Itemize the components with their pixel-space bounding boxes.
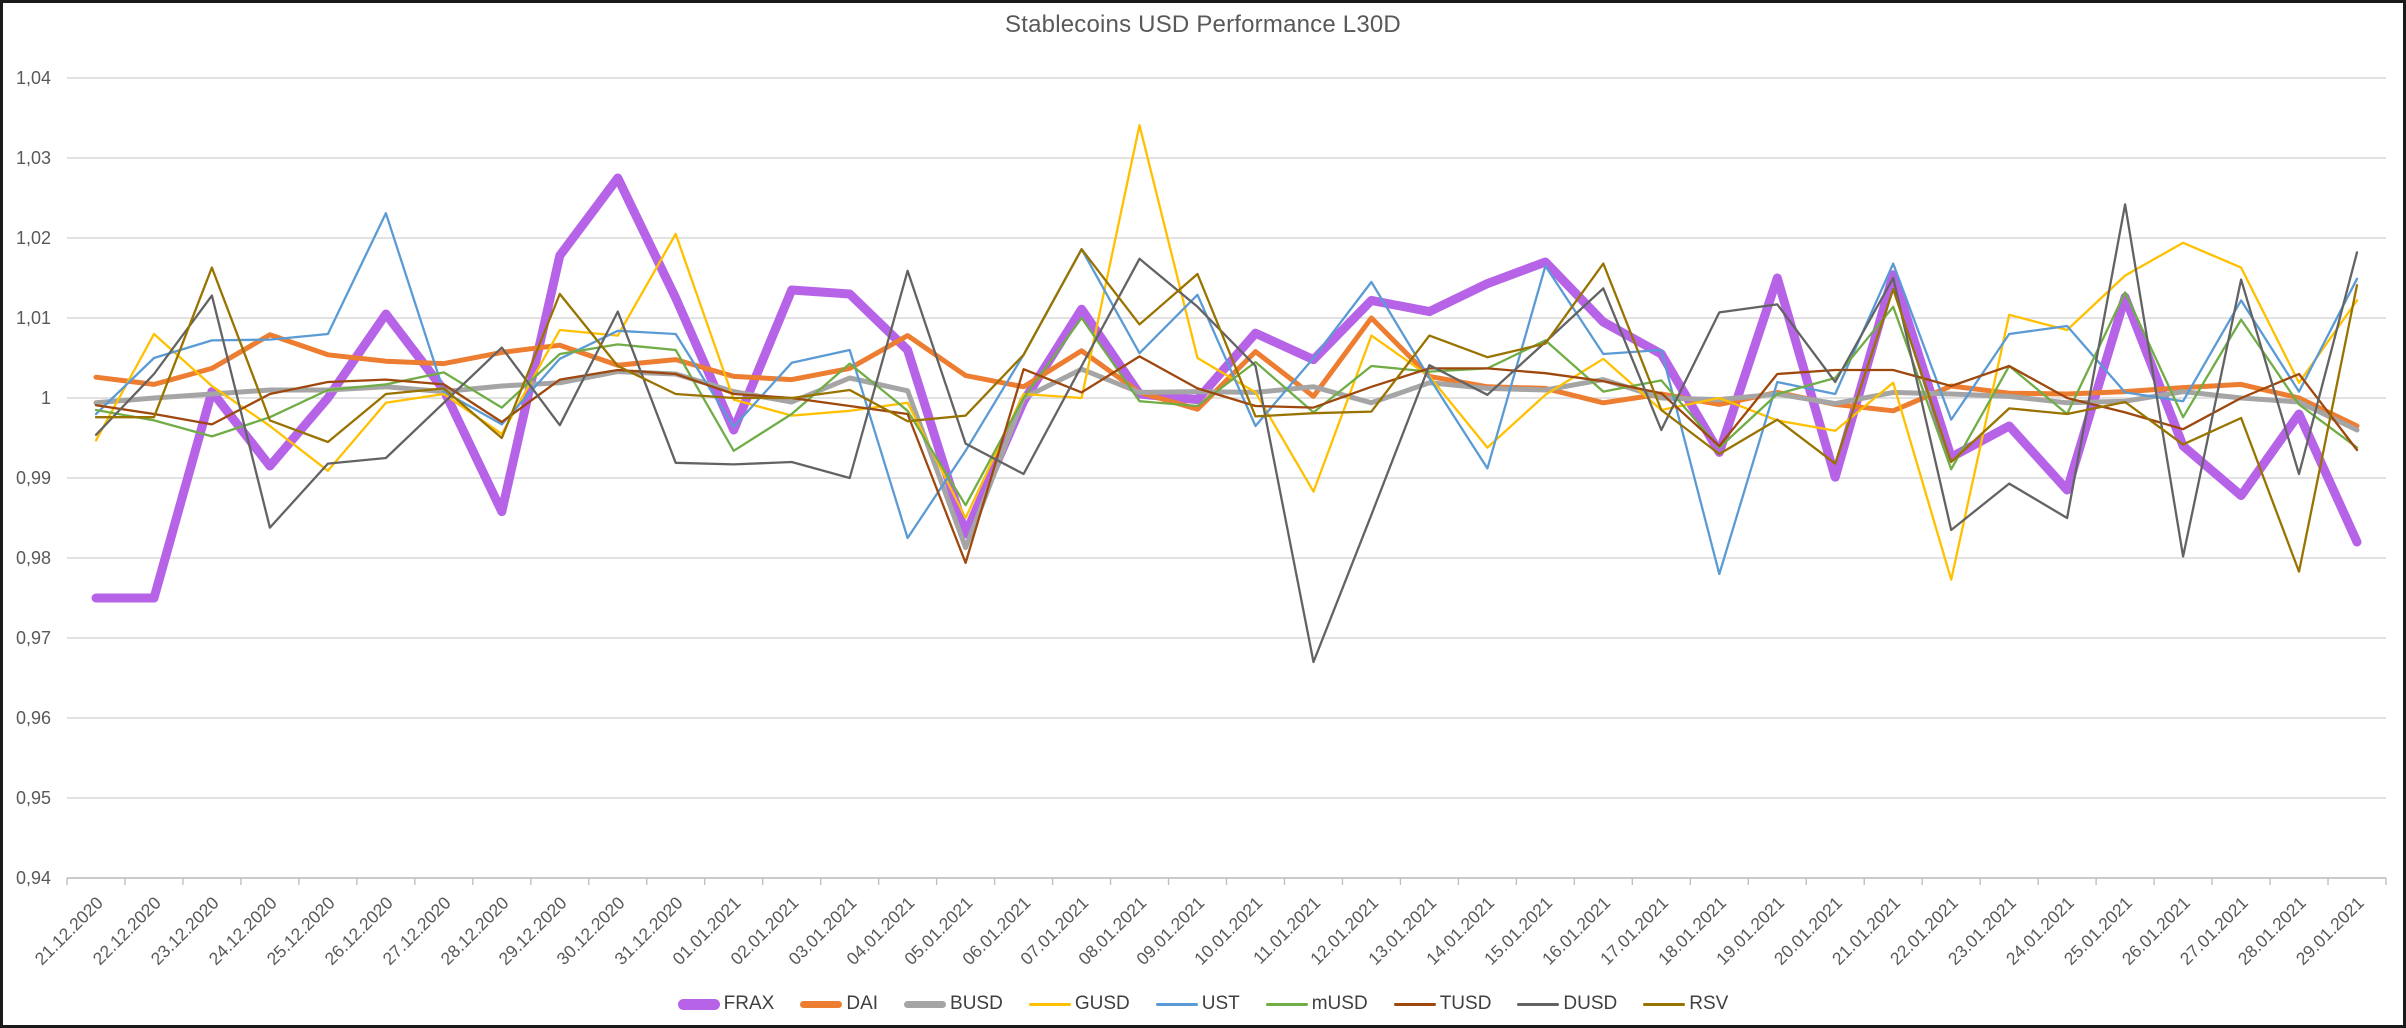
legend-label: mUSD bbox=[1311, 993, 1368, 1014]
legend-marker-BUSD bbox=[904, 1000, 947, 1008]
series-line-DAI bbox=[93, 315, 2360, 429]
y-tick-label: 0,98 bbox=[16, 548, 51, 568]
series-line-GUSD bbox=[94, 124, 2359, 581]
legend-marker-GUSD bbox=[1028, 1002, 1071, 1006]
legend-item-GUSD[interactable]: GUSD bbox=[1028, 993, 1130, 1015]
legend-marker-RSV bbox=[1643, 1002, 1686, 1006]
x-axis-ticks bbox=[66, 878, 2387, 885]
legend-marker-DUSD bbox=[1517, 1002, 1560, 1006]
series-line-DUSD bbox=[94, 203, 2359, 664]
legend-item-TUSD[interactable]: TUSD bbox=[1393, 993, 1492, 1015]
y-tick-label: 0,97 bbox=[16, 628, 51, 648]
legend-marker-UST bbox=[1155, 1002, 1198, 1006]
y-axis-labels: 1,04 1,03 1,02 1,01 1 0,99 0,98 0,97 0,96 0,95 0,9… bbox=[16, 68, 51, 888]
legend-item-DUSD[interactable]: DUSD bbox=[1517, 993, 1617, 1015]
y-tick-label: 1 bbox=[41, 388, 51, 408]
y-tick-label: 1,03 bbox=[16, 148, 51, 168]
y-tick-label: 1,04 bbox=[16, 68, 51, 88]
legend-label: UST bbox=[1201, 993, 1240, 1014]
y-tick-label: 0,99 bbox=[16, 468, 51, 488]
legend-label: TUSD bbox=[1439, 993, 1492, 1014]
series-line-mUSD bbox=[94, 291, 2359, 507]
legend-marker-TUSD bbox=[1393, 1002, 1436, 1006]
legend-label: GUSD bbox=[1074, 993, 1130, 1014]
legend-label: RSV bbox=[1689, 993, 1729, 1014]
legend-item-FRAX[interactable]: FRAX bbox=[677, 993, 775, 1015]
legend-label: FRAX bbox=[723, 993, 775, 1014]
y-tick-label: 0,96 bbox=[16, 708, 51, 728]
legend-item-RSV[interactable]: RSV bbox=[1643, 993, 1728, 1015]
legend-item-BUSD[interactable]: BUSD bbox=[904, 993, 1003, 1015]
legend: FRAX DAI BUSD GUSD UST mUSD TUSD DUSD RSV bbox=[3, 993, 2403, 1015]
x-axis-labels: 21.12.202022.12.202023.12.202024.12.2020… bbox=[31, 893, 2368, 969]
y-gridlines bbox=[67, 77, 2386, 879]
legend-marker-DAI bbox=[800, 1000, 843, 1008]
y-tick-label: 1,02 bbox=[16, 228, 51, 248]
legend-marker-FRAX bbox=[677, 998, 720, 1010]
plot-area: 1,04 1,03 1,02 1,01 1 0,99 0,98 0,97 0,96 0,95 0,9… bbox=[16, 68, 2387, 969]
legend-label: DAI bbox=[846, 993, 879, 1014]
legend-item-UST[interactable]: UST bbox=[1155, 993, 1240, 1015]
legend-item-mUSD[interactable]: mUSD bbox=[1265, 993, 1368, 1015]
y-tick-label: 0,95 bbox=[16, 788, 51, 808]
y-tick-label: 1,01 bbox=[16, 308, 51, 328]
series-line-FRAX bbox=[91, 173, 2362, 603]
legend-label: BUSD bbox=[950, 993, 1003, 1014]
chart-title: Stablecoins USD Performance L30D bbox=[1005, 11, 1401, 38]
legend-item-DAI[interactable]: DAI bbox=[800, 993, 878, 1015]
y-tick-label: 0,94 bbox=[16, 868, 51, 888]
legend-marker-mUSD bbox=[1265, 1002, 1308, 1006]
series-line-RSV bbox=[94, 248, 2359, 573]
series-line-TUSD bbox=[94, 355, 2359, 564]
legend-label: DUSD bbox=[1563, 993, 1618, 1014]
